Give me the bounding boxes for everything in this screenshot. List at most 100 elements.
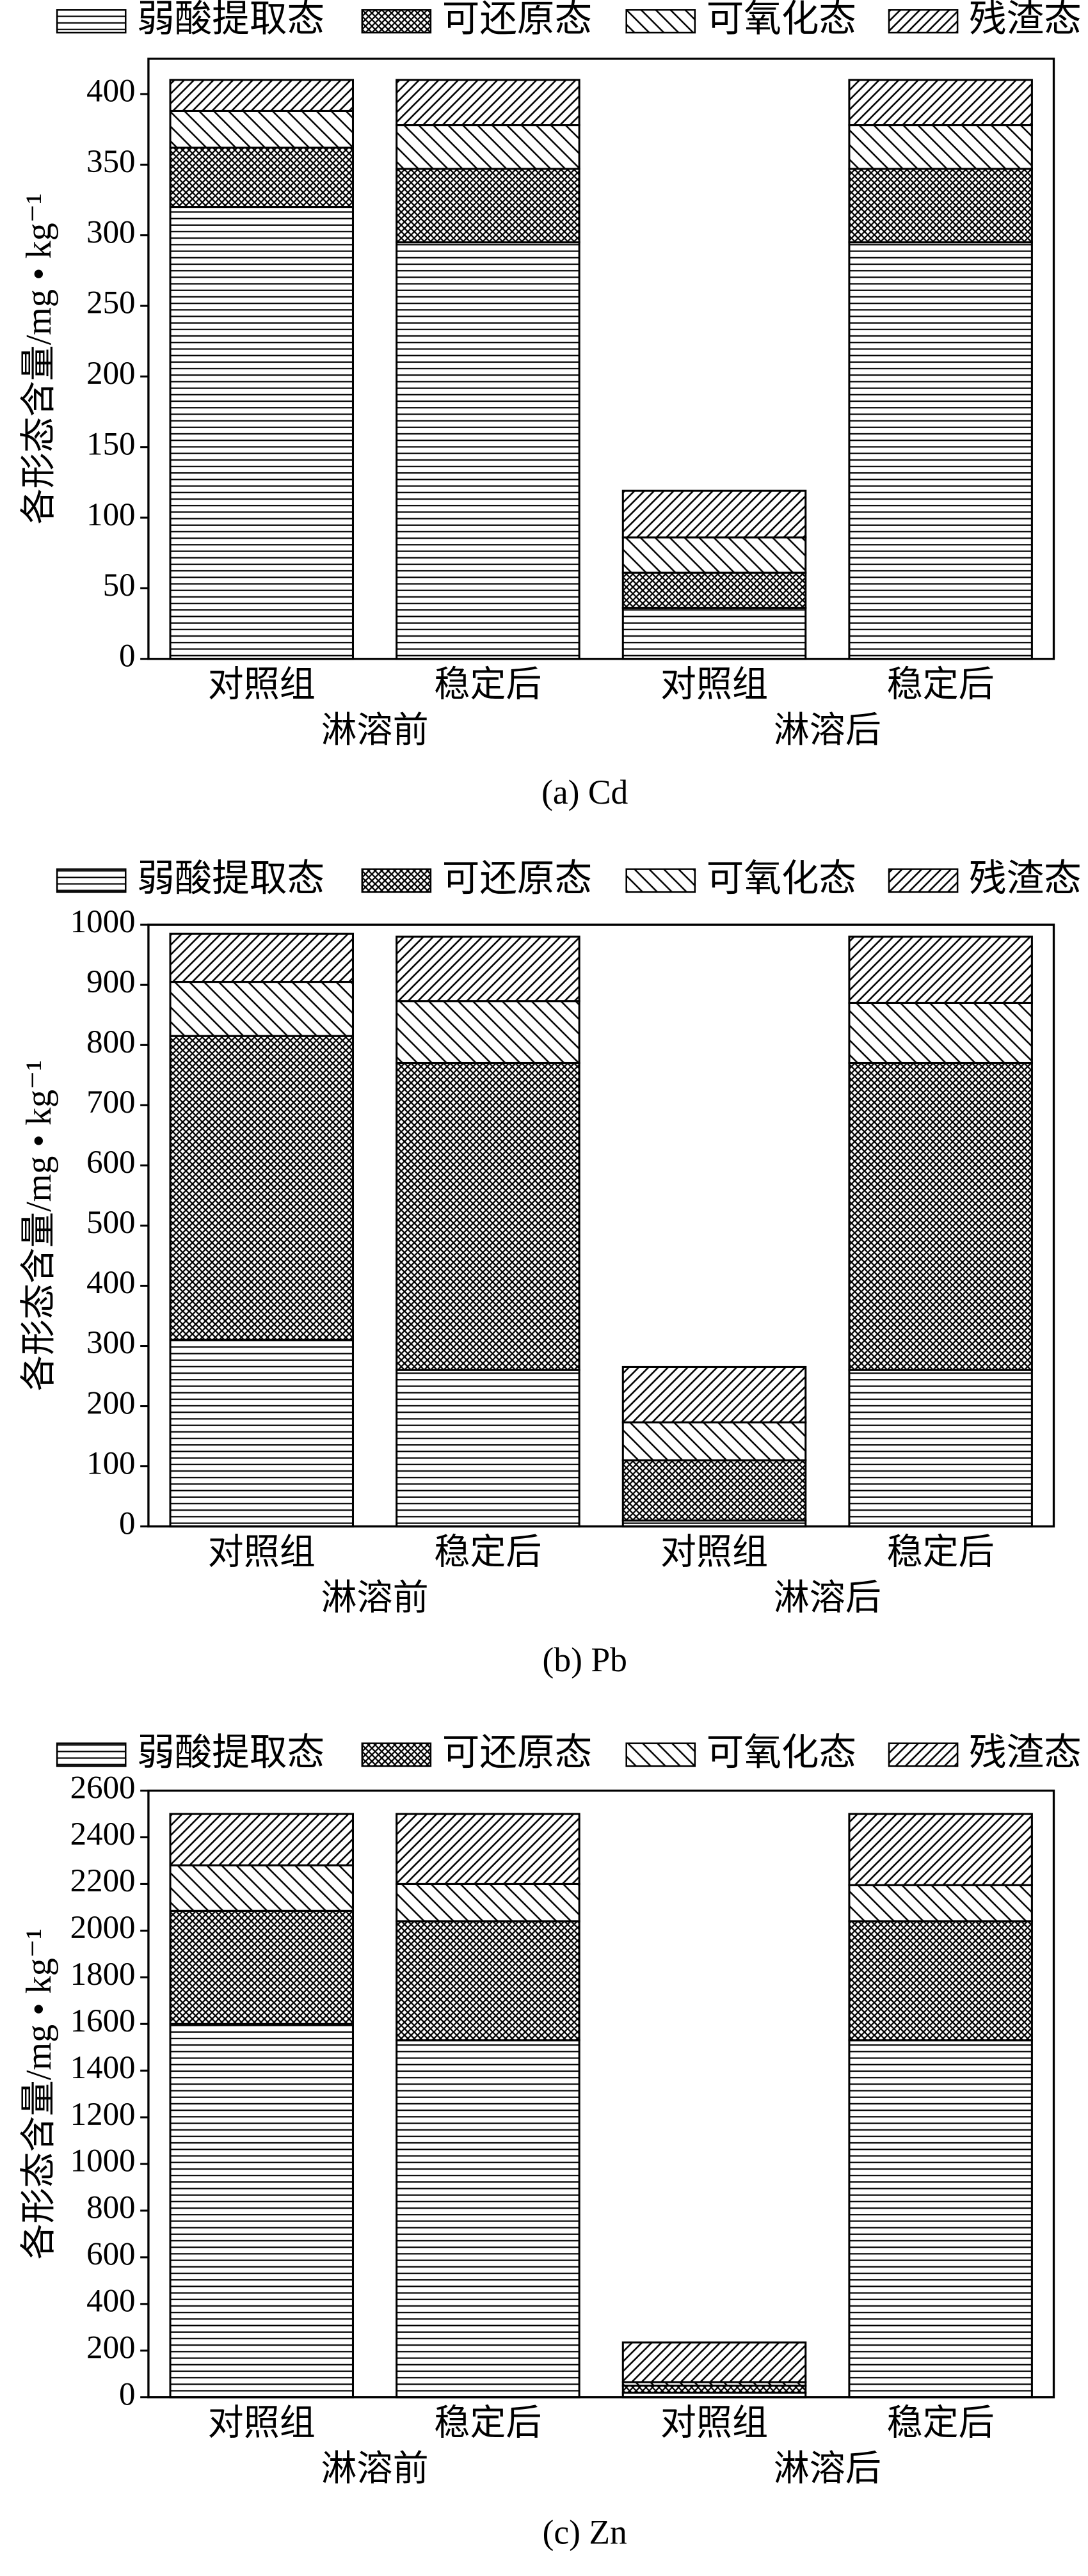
- group-label: 淋溶后: [774, 2449, 881, 2489]
- x-tick-label: 稳定后: [887, 1532, 995, 1572]
- bar-segment: [396, 124, 580, 170]
- bar-segment: [396, 1061, 580, 1371]
- y-tick-label: 0: [119, 2376, 135, 2412]
- x-tick-label: 稳定后: [434, 665, 541, 705]
- legend-swatch: [56, 9, 127, 34]
- legend-label: 可氧化态: [707, 0, 856, 40]
- legend-swatch: [361, 868, 432, 893]
- bar-segment: [621, 571, 807, 609]
- y-tick-label: 150: [86, 426, 135, 462]
- bar-segment: [621, 2384, 807, 2394]
- y-tick-label: 200: [86, 1385, 135, 1421]
- bar-segment: [169, 147, 355, 209]
- bar-segment: [848, 124, 1033, 170]
- bar-segment: [621, 489, 807, 539]
- x-tick-label: 稳定后: [434, 1532, 541, 1572]
- y-tick-label: 400: [86, 74, 135, 109]
- x-tick-label: 对照组: [208, 2403, 316, 2443]
- legend-swatch: [361, 9, 432, 34]
- y-tick-label: 2400: [70, 1817, 136, 1852]
- bar-segment: [848, 1061, 1033, 1371]
- legend-label: 可还原态: [442, 1731, 592, 1773]
- y-axis-label: 各形态含量/mg • kg⁻¹: [19, 1928, 59, 2260]
- y-tick-label: 800: [86, 2190, 135, 2226]
- legend-label: 可氧化态: [707, 857, 856, 899]
- x-tick-label: 对照组: [208, 1532, 316, 1572]
- y-tick-label: 1600: [70, 2003, 136, 2039]
- group-label: 淋溶前: [321, 2449, 428, 2489]
- y-tick-label: 700: [86, 1085, 135, 1120]
- x-tick-label: 对照组: [208, 665, 316, 705]
- legend-swatch: [56, 1742, 127, 1767]
- legend-label: 可氧化态: [707, 1731, 856, 1773]
- bar-segment: [396, 168, 580, 244]
- y-tick-label: 100: [86, 497, 135, 533]
- bar-segment: [848, 1369, 1033, 1528]
- bar-segment: [169, 1035, 355, 1341]
- caption: (c) Zn: [543, 2513, 627, 2552]
- bar-segment: [169, 2023, 355, 2399]
- bar-segment: [848, 1884, 1033, 1923]
- y-tick-label: 1000: [70, 904, 136, 940]
- bar-segment: [396, 2039, 580, 2399]
- bar-segment: [169, 206, 355, 660]
- y-tick-label: 0: [119, 1506, 135, 1541]
- bar-segment: [621, 1459, 807, 1522]
- legend-label: 弱酸提取态: [137, 1731, 324, 1773]
- y-tick-label: 1800: [70, 1957, 136, 1992]
- bar-segment: [169, 1864, 355, 1912]
- y-tick-label: 500: [86, 1205, 135, 1241]
- y-tick-label: 600: [86, 1145, 135, 1181]
- bar-segment: [169, 981, 355, 1037]
- legend-swatch: [56, 868, 127, 893]
- y-tick-label: 1400: [70, 2050, 136, 2086]
- y-tick-label: 100: [86, 1445, 135, 1481]
- group-label: 淋溶前: [321, 711, 428, 751]
- legend-label: 弱酸提取态: [137, 0, 324, 40]
- bar-segment: [848, 241, 1033, 660]
- bar-segment: [621, 1365, 807, 1424]
- bar-segment: [848, 1920, 1033, 2042]
- bar-segment: [396, 1882, 580, 1923]
- y-tick-label: 50: [103, 568, 136, 603]
- y-tick-label: 400: [86, 1265, 135, 1301]
- legend-swatch: [888, 9, 959, 34]
- group-label: 淋溶前: [321, 1578, 428, 1618]
- bar-segment: [169, 79, 355, 113]
- bar-segment: [396, 79, 580, 127]
- bar-segment: [621, 2341, 807, 2383]
- y-tick-label: 300: [86, 214, 135, 250]
- y-tick-label: 1000: [70, 2143, 136, 2179]
- y-tick-label: 250: [86, 285, 135, 321]
- y-tick-label: 200: [86, 356, 135, 392]
- bar-segment: [396, 1813, 580, 1885]
- legend-label: 残渣态: [969, 0, 1082, 40]
- bar-segment: [848, 1813, 1033, 1886]
- y-tick-label: 200: [86, 2330, 135, 2365]
- y-axis-label: 各形态含量/mg • kg⁻¹: [19, 193, 59, 525]
- x-tick-label: 对照组: [660, 1532, 768, 1572]
- x-tick-label: 对照组: [660, 2403, 768, 2443]
- bar-segment: [621, 1421, 807, 1461]
- y-tick-label: 300: [86, 1325, 135, 1361]
- x-tick-label: 稳定后: [887, 665, 995, 705]
- legend-swatch: [361, 1742, 432, 1767]
- legend-swatch: [888, 868, 959, 893]
- bar-segment: [621, 607, 807, 660]
- bar-segment: [621, 536, 807, 574]
- plot-frame: [147, 1789, 1055, 2399]
- bar-segment: [169, 1909, 355, 2025]
- bar-segment: [848, 935, 1033, 1004]
- legend-swatch: [625, 868, 696, 893]
- y-tick-label: 2200: [70, 1863, 136, 1899]
- bar-segment: [396, 1369, 580, 1528]
- bar-segment: [169, 1339, 355, 1528]
- legend-label: 残渣态: [969, 1731, 1082, 1773]
- y-tick-label: 900: [86, 964, 135, 1000]
- group-label: 淋溶后: [774, 711, 881, 751]
- bar-segment: [169, 1813, 355, 1866]
- y-tick-label: 2600: [70, 1770, 136, 1806]
- legend-label: 可还原态: [442, 857, 592, 899]
- y-tick-label: 400: [86, 2284, 135, 2319]
- x-tick-label: 对照组: [660, 665, 768, 705]
